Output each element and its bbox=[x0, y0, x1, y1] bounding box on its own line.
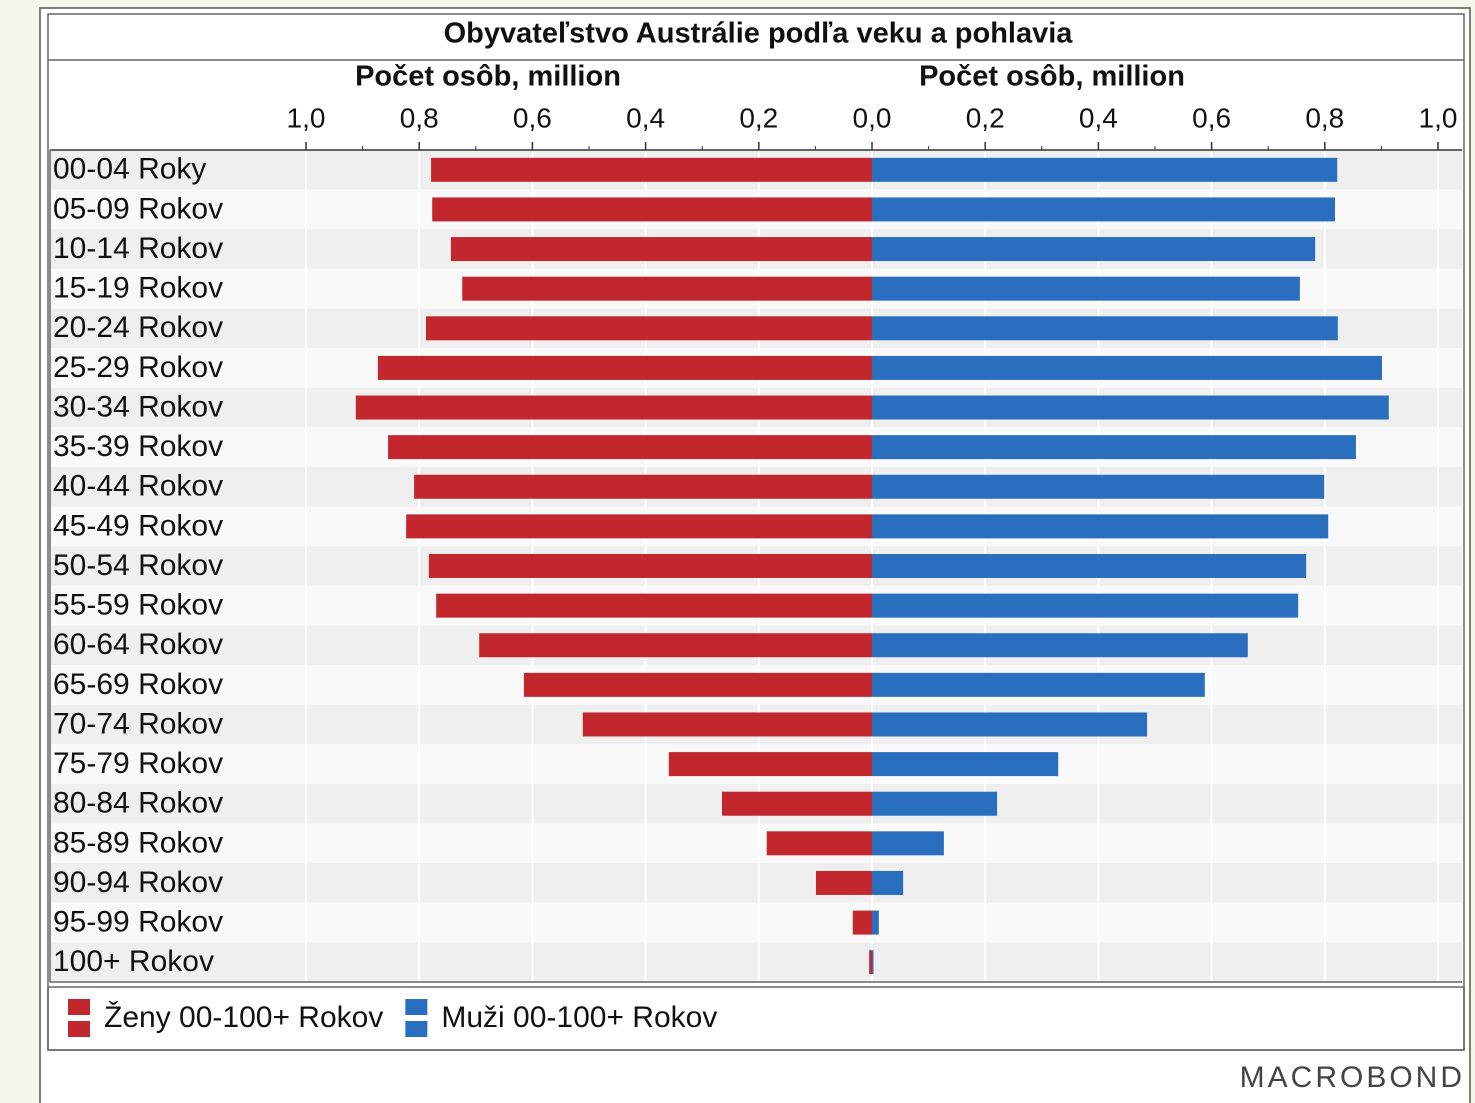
bar bbox=[872, 157, 1338, 182]
legend-swatch bbox=[405, 1021, 428, 1037]
bar bbox=[479, 633, 872, 658]
bar bbox=[872, 554, 1307, 578]
bar bbox=[414, 474, 872, 499]
x-tick-label: 0,8 bbox=[400, 102, 439, 133]
legend-swatch bbox=[68, 999, 90, 1015]
y-tick-label: 50-54 Rokov bbox=[53, 549, 223, 582]
bar bbox=[872, 474, 1325, 499]
bar bbox=[872, 514, 1329, 539]
y-tick-label: 25-29 Rokov bbox=[53, 351, 223, 384]
bar bbox=[872, 197, 1335, 222]
bar bbox=[872, 752, 1059, 777]
bar bbox=[766, 831, 872, 856]
bar bbox=[872, 237, 1316, 262]
bar bbox=[852, 910, 872, 935]
bar bbox=[355, 395, 873, 420]
bar bbox=[872, 831, 944, 856]
bar bbox=[431, 157, 872, 182]
legend-frame bbox=[47, 986, 1465, 1051]
bar bbox=[432, 197, 872, 222]
bar bbox=[872, 910, 879, 935]
row-band bbox=[50, 902, 1462, 943]
bar bbox=[872, 950, 874, 975]
y-tick-label: 65-69 Rokov bbox=[53, 668, 223, 701]
row-band bbox=[50, 823, 1462, 864]
right-axis-title: Počet osôb, million bbox=[919, 61, 1185, 93]
x-tick-label: 0,2 bbox=[739, 102, 778, 133]
bar bbox=[668, 752, 872, 777]
bar bbox=[872, 276, 1300, 301]
bar bbox=[872, 791, 998, 816]
bar bbox=[872, 316, 1338, 341]
bar bbox=[872, 633, 1248, 658]
x-tick-label: 0,4 bbox=[1079, 102, 1118, 133]
legend-swatch bbox=[405, 999, 428, 1015]
x-tick-label: 1,0 bbox=[1419, 102, 1458, 133]
bar bbox=[872, 712, 1148, 737]
x-tick-label: 0,4 bbox=[626, 102, 665, 133]
chart-title: Obyvateľstvo Austrálie podľa veku a pohl… bbox=[444, 18, 1074, 50]
legend-label: Muži 00-100+ Rokov bbox=[441, 1001, 717, 1034]
row-band bbox=[50, 942, 1462, 982]
x-tick-label: 0,8 bbox=[1305, 102, 1344, 133]
bar bbox=[523, 672, 872, 697]
bar bbox=[872, 355, 1382, 380]
bar bbox=[436, 593, 872, 618]
bar bbox=[872, 435, 1356, 460]
row-band bbox=[50, 863, 1462, 903]
y-tick-label: 00-04 Roky bbox=[53, 153, 206, 186]
y-tick-label: 10-14 Rokov bbox=[53, 232, 223, 265]
bar bbox=[722, 791, 872, 816]
bar bbox=[869, 950, 872, 975]
y-tick-label: 15-19 Rokov bbox=[53, 272, 223, 305]
legend-swatch bbox=[68, 1021, 90, 1037]
bar bbox=[582, 712, 872, 737]
bar bbox=[462, 276, 872, 301]
x-tick-label: 0,0 bbox=[853, 102, 892, 133]
y-tick-label: 85-89 Rokov bbox=[53, 826, 223, 859]
bar bbox=[872, 870, 904, 895]
y-tick-label: 80-84 Rokov bbox=[53, 787, 223, 820]
bar bbox=[450, 237, 872, 262]
plot-area bbox=[50, 150, 1462, 982]
y-tick-label: 70-74 Rokov bbox=[53, 707, 223, 740]
x-tick-label: 0,6 bbox=[1192, 102, 1231, 133]
source-logo: MACROBOND bbox=[1240, 1061, 1465, 1094]
bar bbox=[425, 316, 872, 341]
y-tick-label: 30-34 Rokov bbox=[53, 390, 223, 423]
y-tick-label: 55-59 Rokov bbox=[53, 589, 223, 622]
y-tick-label: 95-99 Rokov bbox=[53, 905, 223, 938]
y-tick-label: 05-09 Rokov bbox=[53, 192, 223, 225]
y-tick-label: 45-49 Rokov bbox=[53, 509, 223, 542]
bar bbox=[428, 554, 872, 578]
bar bbox=[388, 435, 872, 460]
x-tick-label: 0,6 bbox=[513, 102, 552, 133]
legend-label: Ženy 00-100+ Rokov bbox=[104, 1001, 383, 1034]
y-tick-label: 60-64 Rokov bbox=[53, 628, 223, 661]
y-tick-label: 75-79 Rokov bbox=[53, 747, 223, 780]
bar bbox=[872, 593, 1299, 618]
x-tick-label: 0,2 bbox=[966, 102, 1005, 133]
bar bbox=[815, 870, 872, 895]
y-tick-label: 40-44 Rokov bbox=[53, 470, 223, 503]
left-axis-title: Počet osôb, million bbox=[355, 61, 621, 93]
y-tick-label: 90-94 Rokov bbox=[53, 866, 223, 899]
y-tick-label: 35-39 Rokov bbox=[53, 430, 223, 463]
y-tick-label: 20-24 Rokov bbox=[53, 311, 223, 344]
y-tick-label: 100+ Rokov bbox=[53, 945, 214, 978]
bar bbox=[406, 514, 872, 539]
bar bbox=[872, 672, 1205, 697]
bar bbox=[377, 355, 872, 380]
bar bbox=[872, 395, 1389, 420]
x-tick-label: 1,0 bbox=[287, 102, 326, 133]
